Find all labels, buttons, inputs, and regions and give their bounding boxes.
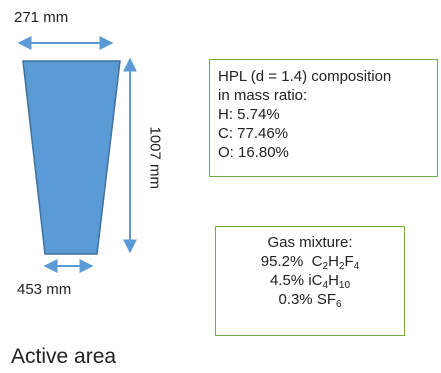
- gas-title: Gas mixture:: [267, 234, 353, 251]
- gas-item-1-formula: C2H2F4: [311, 253, 360, 272]
- gas-item-2: 4.5% iC4H10: [222, 271, 398, 291]
- gas-item-1: 95.2% C2H2F4: [222, 252, 398, 272]
- height-label: 1007 mm: [146, 126, 164, 190]
- hpl-line-5: O: 16.80%: [218, 144, 289, 161]
- top-width-label: 271 mm: [14, 9, 69, 26]
- gas-mixture-box: Gas mixture: 95.2% C2H2F4 4.5% iC4H10 0.…: [215, 226, 405, 336]
- gas-item-3: 0.3% SF6: [222, 290, 398, 310]
- hpl-line-3: H: 5.74%: [218, 106, 280, 123]
- hpl-line-4: C: 77.46%: [218, 125, 289, 142]
- gas-item-1-pct: 95.2%: [260, 253, 304, 270]
- gas-item-2-formula: iC4H10: [308, 272, 351, 291]
- gas-item-3-pct: 0.3%: [278, 291, 313, 308]
- hpl-line-1: HPL (d = 1.4) composition: [218, 68, 392, 85]
- gas-item-2-pct: 4.5%: [269, 272, 305, 289]
- gas-item-3-formula: SF6: [316, 291, 342, 310]
- active-area-caption: Active area: [11, 345, 117, 368]
- hpl-line-2: in mass ratio:: [218, 87, 308, 104]
- bottom-width-label: 453 mm: [17, 281, 72, 298]
- hpl-composition-box: HPL (d = 1.4) composition in mass ratio:…: [209, 59, 438, 177]
- active-area-shape: [22, 60, 121, 255]
